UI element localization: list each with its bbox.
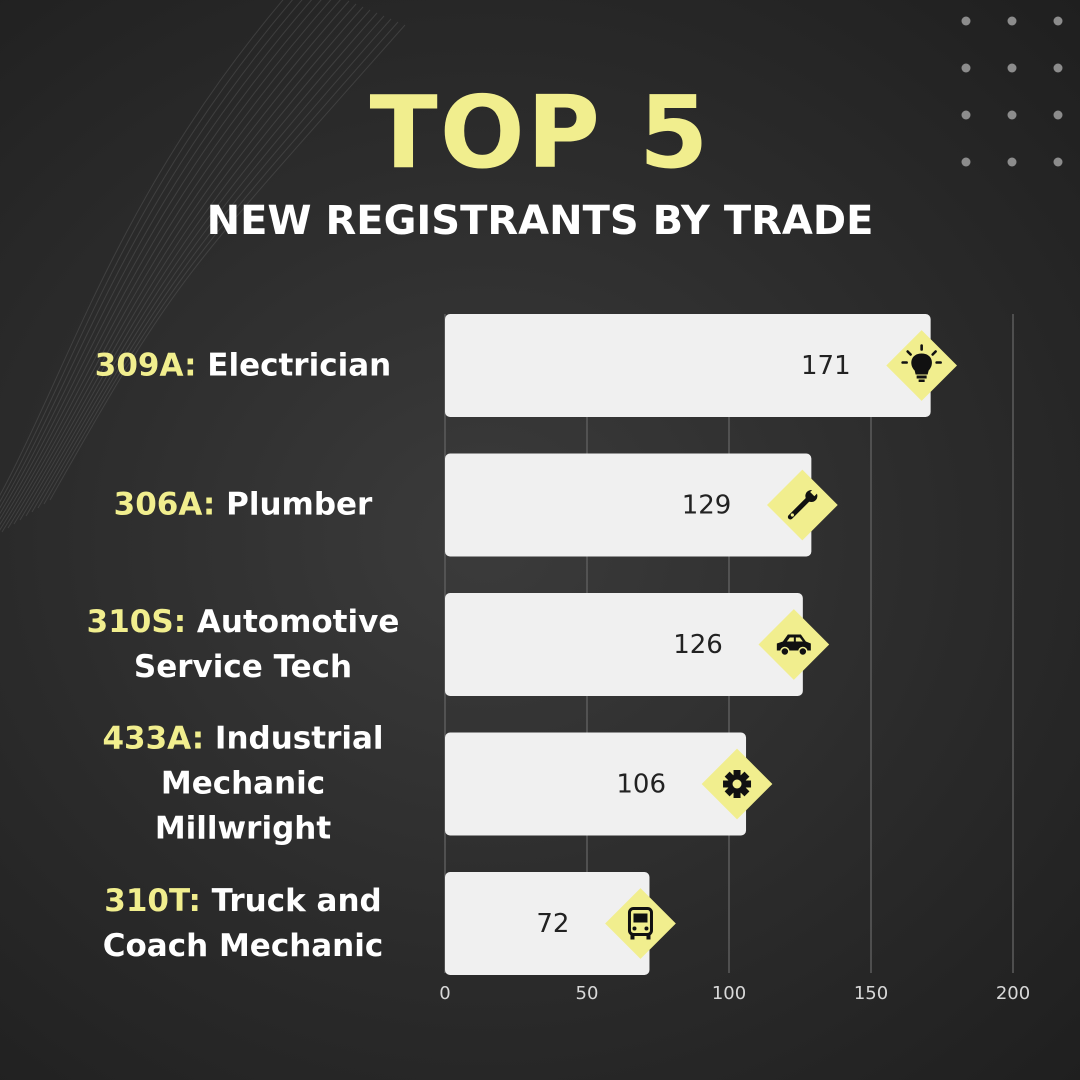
- wave-line: [25, 12, 378, 517]
- wave-line: [0, 0, 341, 531]
- trade-code: 309A:: [94, 347, 197, 383]
- wave-line: [49, 24, 406, 501]
- category-label: 433A: Industrial Mechanic Millwright: [68, 717, 418, 852]
- value-label: 171: [801, 351, 851, 381]
- wave-line: [19, 9, 371, 521]
- x-tick-label: 150: [854, 983, 888, 1004]
- bar: [445, 732, 747, 836]
- wave-line: [0, 0, 294, 503]
- x-tick-label: 0: [439, 983, 450, 1004]
- wave-line: [0, 0, 313, 515]
- decor-dot: [1053, 63, 1063, 73]
- trade-name: Plumber: [215, 486, 373, 523]
- decor-dot: [1053, 157, 1063, 167]
- value-label: 72: [536, 909, 569, 939]
- wave-line: [0, 0, 284, 497]
- decor-dot: [1053, 16, 1063, 26]
- x-tick-label: 200: [996, 983, 1030, 1004]
- trade-code: 310T:: [104, 882, 201, 919]
- decor-dot: [1053, 110, 1063, 120]
- value-label: 106: [616, 770, 666, 800]
- decorative-wave-lines: [0, 0, 406, 533]
- trade-code: 306A:: [113, 486, 216, 523]
- value-label: 126: [673, 630, 723, 660]
- wave-line: [31, 15, 385, 513]
- wave-line: [0, 0, 303, 509]
- trade-name: Automotive Service Tech: [133, 603, 400, 685]
- wave-line: [13, 6, 364, 525]
- decor-dot: [1007, 16, 1017, 26]
- wave-line: [1, 0, 350, 533]
- bar: [445, 593, 803, 696]
- decor-dot: [961, 16, 971, 26]
- category-label: 309A: Electrician: [68, 343, 418, 388]
- car-icon: [776, 634, 811, 657]
- category-label: 310S: Automotive Service Tech: [68, 600, 418, 690]
- trade-name: Truck and Coach Mechanic: [102, 882, 384, 964]
- category-label: 306A: Plumber: [68, 483, 418, 528]
- trade-name: Industrial Mechanic Millwright: [154, 720, 384, 847]
- gear-icon: [723, 770, 752, 798]
- decor-dot: [1007, 157, 1017, 167]
- lightbulb-icon: [901, 344, 942, 382]
- decor-dot: [1007, 110, 1017, 120]
- trade-name: Electrician: [196, 347, 392, 383]
- wave-line: [0, 0, 322, 520]
- wave-line: [37, 18, 392, 509]
- bus-icon: [627, 907, 653, 940]
- decor-dot: [961, 63, 971, 73]
- decorative-dot-grid: [961, 16, 1063, 167]
- wave-line: [7, 3, 357, 529]
- wave-line: [43, 21, 399, 505]
- wave-line: [0, 0, 332, 526]
- page-title: TOP 5: [369, 74, 711, 191]
- decor-dot: [1007, 63, 1017, 73]
- bar: [445, 872, 650, 975]
- trade-code: 310S:: [86, 603, 187, 640]
- bar: [445, 314, 931, 417]
- x-tick-label: 100: [712, 983, 746, 1004]
- decor-dot: [961, 110, 971, 120]
- value-label: 129: [682, 491, 732, 521]
- page-subtitle: NEW REGISTRANTS BY TRADE: [206, 198, 874, 244]
- trade-code: 433A:: [102, 720, 205, 757]
- x-tick-label: 50: [576, 983, 599, 1004]
- category-label: 310T: Truck and Coach Mechanic: [68, 879, 418, 969]
- bar: [445, 453, 812, 557]
- decor-dot: [961, 157, 971, 167]
